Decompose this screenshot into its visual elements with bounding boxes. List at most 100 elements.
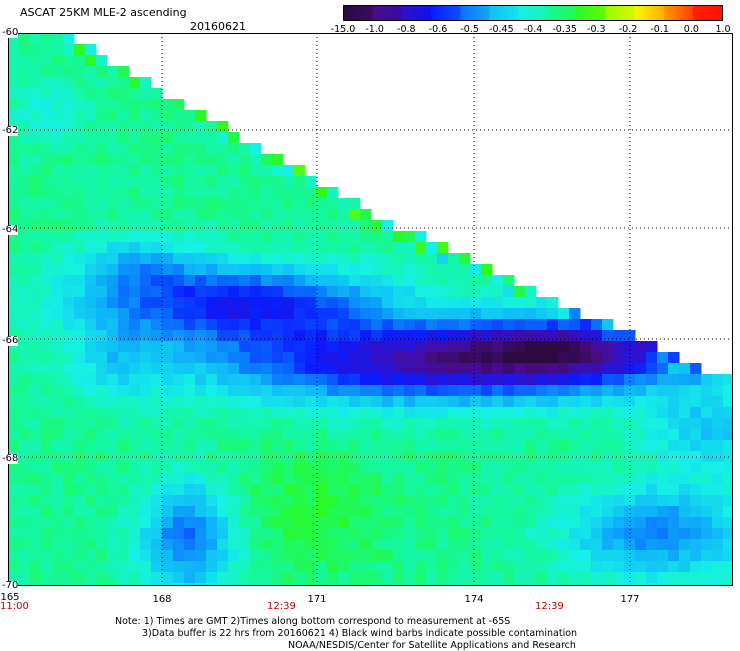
ice-cell bbox=[195, 539, 207, 551]
ice-cell bbox=[294, 528, 306, 540]
ice-cell bbox=[349, 363, 361, 375]
ice-cell bbox=[228, 451, 240, 463]
ice-cell bbox=[74, 506, 86, 518]
ice-cell bbox=[206, 440, 218, 452]
ice-cell bbox=[305, 473, 317, 485]
ice-cell bbox=[316, 528, 328, 540]
ice-cell bbox=[162, 561, 174, 573]
ice-cell bbox=[74, 572, 86, 584]
ice-cell bbox=[19, 385, 31, 397]
ice-cell bbox=[52, 187, 64, 199]
ice-cell bbox=[140, 231, 152, 243]
ice-cell bbox=[162, 363, 174, 375]
ice-cell bbox=[8, 385, 20, 397]
ice-cell bbox=[635, 539, 647, 551]
ice-cell bbox=[140, 385, 152, 397]
ice-cell bbox=[558, 484, 570, 496]
ice-cell bbox=[129, 385, 141, 397]
ice-cell bbox=[393, 550, 405, 562]
ice-cell bbox=[250, 308, 262, 320]
ice-cell bbox=[41, 363, 53, 375]
ice-cell bbox=[635, 572, 647, 584]
ice-cell bbox=[679, 385, 691, 397]
ice-cell bbox=[283, 495, 295, 507]
ice-cell bbox=[404, 561, 416, 573]
ice-cell bbox=[371, 341, 383, 353]
ice-cell bbox=[404, 231, 416, 243]
ice-cell bbox=[184, 165, 196, 177]
ice-cell bbox=[140, 407, 152, 419]
ice-cell bbox=[129, 143, 141, 155]
ice-cell bbox=[85, 550, 97, 562]
ice-cell bbox=[723, 473, 733, 485]
ice-cell bbox=[19, 561, 31, 573]
ice-cell bbox=[635, 462, 647, 474]
ice-cell bbox=[338, 462, 350, 474]
ice-cell bbox=[569, 528, 581, 540]
ice-cell bbox=[305, 187, 317, 199]
ice-cell bbox=[283, 550, 295, 562]
ice-cell bbox=[52, 374, 64, 386]
ice-cell bbox=[657, 528, 669, 540]
ice-cell bbox=[580, 352, 592, 364]
ice-cell bbox=[63, 363, 75, 375]
ice-cell bbox=[272, 528, 284, 540]
ice-cell bbox=[613, 418, 625, 430]
ice-cell bbox=[52, 154, 64, 166]
ice-cell bbox=[349, 319, 361, 331]
ice-cell bbox=[360, 418, 372, 430]
ice-cell bbox=[173, 462, 185, 474]
ice-cell bbox=[107, 418, 119, 430]
ice-cell bbox=[272, 231, 284, 243]
ice-cell bbox=[184, 275, 196, 287]
ice-cell bbox=[30, 88, 42, 100]
ice-cell bbox=[382, 242, 394, 254]
ice-cell bbox=[228, 561, 240, 573]
ice-cell bbox=[129, 462, 141, 474]
ice-cell bbox=[316, 374, 328, 386]
ice-cell bbox=[206, 319, 218, 331]
ice-cell bbox=[580, 385, 592, 397]
ice-cell bbox=[393, 528, 405, 540]
ice-cell bbox=[239, 209, 251, 221]
ice-cell bbox=[107, 517, 119, 529]
ice-cell bbox=[448, 572, 460, 584]
ice-cell bbox=[85, 473, 97, 485]
ice-cell bbox=[140, 473, 152, 485]
ice-cell bbox=[217, 330, 229, 342]
ice-cell bbox=[514, 429, 526, 441]
ice-cell bbox=[96, 462, 108, 474]
ice-cell bbox=[162, 132, 174, 144]
ice-cell bbox=[162, 110, 174, 122]
ice-cell bbox=[349, 330, 361, 342]
ice-cell bbox=[635, 528, 647, 540]
ice-cell bbox=[349, 440, 361, 452]
ice-cell bbox=[228, 242, 240, 254]
ice-cell bbox=[525, 286, 537, 298]
ice-cell bbox=[74, 352, 86, 364]
ice-cell bbox=[85, 462, 97, 474]
ice-cell bbox=[272, 583, 284, 586]
ice-cell bbox=[184, 462, 196, 474]
ice-cell bbox=[129, 484, 141, 496]
ice-cell bbox=[393, 253, 405, 265]
ice-cell bbox=[437, 429, 449, 441]
ice-cell bbox=[129, 451, 141, 463]
ice-cell bbox=[206, 473, 218, 485]
ice-cell bbox=[184, 374, 196, 386]
ice-cell bbox=[162, 440, 174, 452]
ice-cell bbox=[261, 583, 273, 586]
ice-cell bbox=[393, 297, 405, 309]
ice-cell bbox=[184, 132, 196, 144]
ice-cell bbox=[393, 429, 405, 441]
ice-cell bbox=[426, 495, 438, 507]
ice-cell bbox=[30, 352, 42, 364]
ice-cell bbox=[250, 242, 262, 254]
ice-cell bbox=[547, 407, 559, 419]
ice-cell bbox=[624, 462, 636, 474]
ice-cell bbox=[701, 462, 713, 474]
ice-cell bbox=[96, 77, 108, 89]
ice-cell bbox=[547, 418, 559, 430]
ice-cell bbox=[580, 462, 592, 474]
ice-cell bbox=[547, 440, 559, 452]
